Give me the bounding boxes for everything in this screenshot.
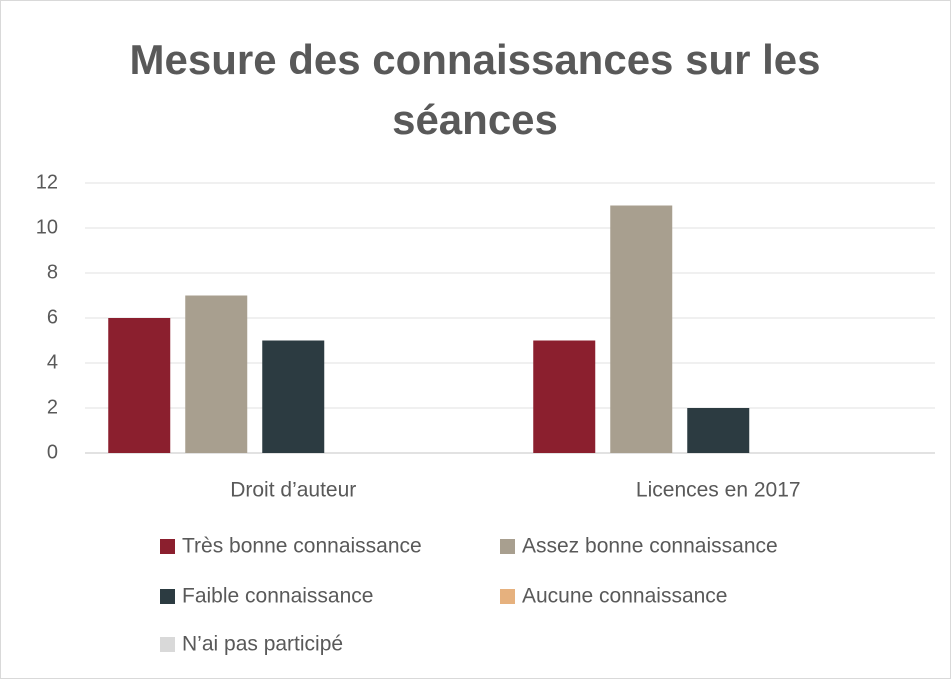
y-tick-label: 0	[47, 441, 58, 463]
legend-label: Assez bonne connaissance	[522, 535, 778, 558]
legend-label: Faible connaissance	[182, 585, 373, 608]
y-tick-label: 12	[36, 171, 58, 193]
bar	[533, 340, 596, 453]
bar	[687, 408, 750, 453]
x-tick-label: Licences en 2017	[636, 479, 801, 502]
bar	[610, 205, 673, 453]
bar	[108, 318, 171, 453]
bar	[262, 340, 325, 453]
legend-swatch	[160, 589, 175, 604]
legend-swatch	[500, 539, 515, 554]
legend-label: Très bonne connaissance	[182, 535, 422, 558]
chart-title: Mesure des connaissances sur les séances	[129, 36, 821, 143]
legend-swatch	[160, 539, 175, 554]
legend-label: N’ai pas participé	[182, 633, 343, 656]
y-tick-label: 2	[47, 396, 58, 418]
y-tick-label: 8	[47, 261, 58, 283]
y-tick-label: 4	[47, 351, 58, 373]
y-tick-label: 6	[47, 306, 58, 328]
y-tick-label: 10	[36, 216, 58, 238]
bar	[185, 295, 248, 453]
legend-label: Aucune connaissance	[522, 585, 727, 608]
legend-swatch	[160, 637, 175, 652]
legend-swatch	[500, 589, 515, 604]
x-tick-label: Droit d’auteur	[230, 479, 356, 502]
